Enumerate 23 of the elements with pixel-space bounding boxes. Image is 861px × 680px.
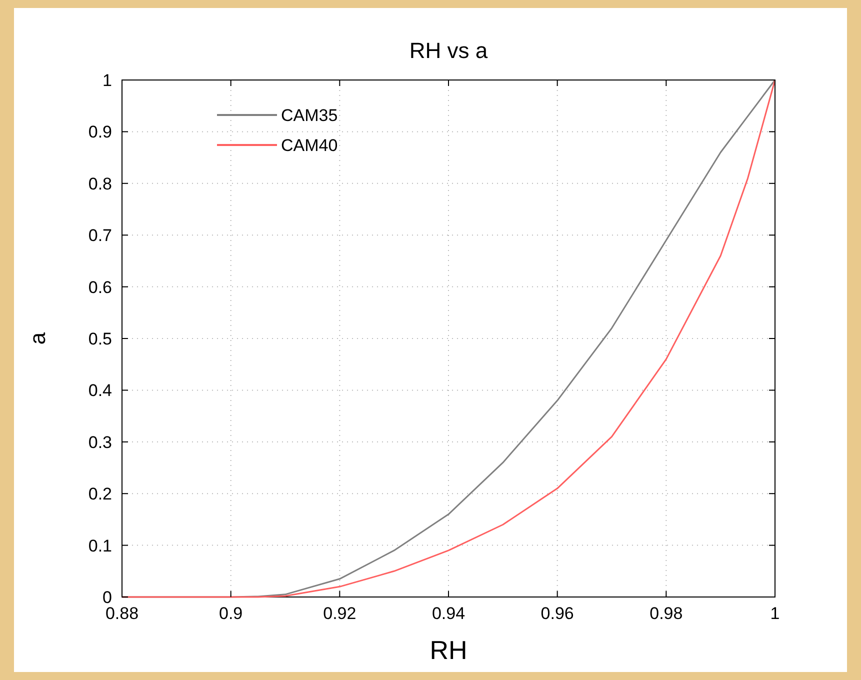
x-tick-label: 0.9	[219, 604, 243, 623]
chart-title: RH vs a	[409, 38, 488, 63]
legend-label: CAM35	[281, 106, 338, 125]
y-tick-label: 1	[102, 71, 112, 90]
legend-label: CAM40	[281, 136, 338, 155]
x-tick-label: 0.88	[105, 604, 139, 623]
x-tick-label: 0.98	[650, 604, 683, 623]
y-tick-label: 0.4	[88, 381, 112, 400]
y-axis-title: a	[25, 332, 50, 345]
y-tick-label: 0.5	[88, 330, 112, 348]
x-tick-label: 0.92	[323, 604, 356, 623]
y-tick-label: 0.7	[88, 226, 112, 246]
x-tick-label: 0.94	[432, 604, 466, 623]
x-axis-title: RH	[430, 635, 468, 665]
y-tick-label: 0.6	[88, 278, 112, 297]
y-tick-label: 0.8	[88, 174, 112, 194]
y-tick-label: 0.2	[88, 484, 112, 504]
y-tick-label: 0.1	[88, 536, 112, 556]
x-tick-label: 1	[770, 604, 780, 623]
y-tick-label: 0.9	[88, 122, 112, 142]
x-tick-label: 0.96	[540, 604, 574, 623]
y-tick-label: 0.3	[88, 432, 112, 452]
y-tick-label: 0	[102, 588, 112, 607]
